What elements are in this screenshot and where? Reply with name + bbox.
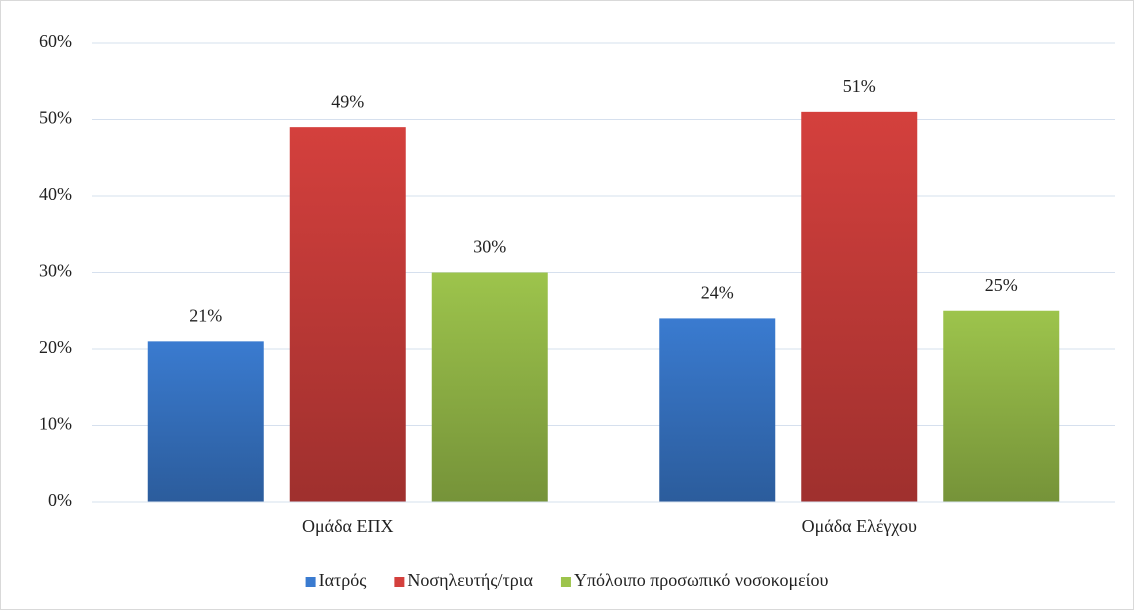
bar xyxy=(147,341,264,502)
legend-swatch xyxy=(394,577,405,587)
x-tick-label: Ομάδα ΕΠΧ xyxy=(302,516,394,536)
y-tick-label: 0% xyxy=(48,490,72,510)
y-tick-label: 10% xyxy=(39,414,72,434)
y-tick-label: 30% xyxy=(39,261,72,281)
bar xyxy=(289,127,406,503)
data-label: 24% xyxy=(701,283,734,303)
legend-swatch xyxy=(305,577,316,587)
legend-swatch xyxy=(560,577,571,587)
legend-label: Νοσηλευτής/τρια xyxy=(407,570,533,590)
data-label: 49% xyxy=(331,91,364,111)
data-label: 21% xyxy=(189,305,222,325)
bar xyxy=(431,272,548,502)
y-tick-label: 40% xyxy=(39,184,72,204)
legend-label: Ιατρός xyxy=(319,570,367,590)
bar xyxy=(659,318,776,502)
data-label: 30% xyxy=(473,237,506,257)
x-tick-label: Ομάδα Ελέγχου xyxy=(802,516,917,536)
bar xyxy=(801,111,918,502)
y-tick-label: 20% xyxy=(39,337,72,357)
data-label: 51% xyxy=(843,76,876,96)
y-tick-label: 50% xyxy=(39,108,72,128)
data-label: 25% xyxy=(985,275,1018,295)
legend-label: Υπόλοιπο προσωπικό νοσοκομείου xyxy=(574,570,829,590)
bar xyxy=(943,310,1060,502)
y-tick-label: 60% xyxy=(39,31,72,51)
